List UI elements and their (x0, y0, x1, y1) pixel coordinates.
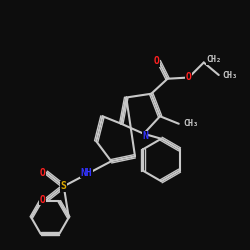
Text: O: O (153, 56, 159, 66)
Text: O: O (40, 195, 46, 205)
Text: S: S (61, 181, 67, 191)
Text: O: O (186, 72, 192, 83)
Text: O: O (40, 168, 46, 177)
Text: NH: NH (80, 168, 92, 177)
Text: CH₃: CH₃ (184, 119, 199, 128)
Text: CH₃: CH₃ (222, 70, 238, 80)
Text: CH₂: CH₂ (206, 56, 221, 64)
Text: N: N (142, 131, 148, 141)
